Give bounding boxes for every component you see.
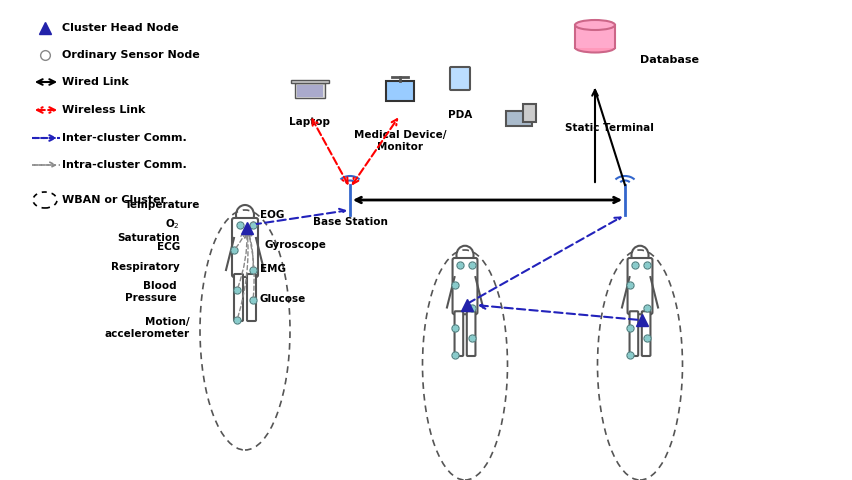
Text: Intra-cluster Comm.: Intra-cluster Comm. <box>62 160 187 170</box>
FancyBboxPatch shape <box>466 311 475 356</box>
Text: O$_2$
Saturation: O$_2$ Saturation <box>118 217 180 243</box>
FancyBboxPatch shape <box>296 85 323 97</box>
Text: Wireless Link: Wireless Link <box>62 105 145 115</box>
Text: ECG: ECG <box>157 242 180 252</box>
Ellipse shape <box>574 43 614 52</box>
Text: EOG: EOG <box>260 210 284 220</box>
Text: Temperature: Temperature <box>124 200 199 210</box>
Text: Database: Database <box>639 55 698 65</box>
FancyBboxPatch shape <box>574 25 614 48</box>
Text: WBAN or Cluster: WBAN or Cluster <box>62 195 166 205</box>
Text: Motion/
accelerometer: Motion/ accelerometer <box>105 317 190 339</box>
Text: Static Terminal: Static Terminal <box>564 123 653 133</box>
Ellipse shape <box>574 20 614 30</box>
Text: Base Station: Base Station <box>312 217 387 227</box>
FancyBboxPatch shape <box>505 111 532 126</box>
Text: EMG: EMG <box>260 264 285 274</box>
FancyBboxPatch shape <box>627 258 652 314</box>
Text: Blood
Pressure: Blood Pressure <box>125 281 177 303</box>
FancyBboxPatch shape <box>386 81 413 100</box>
Text: Medical Device/
Monitor: Medical Device/ Monitor <box>354 130 446 152</box>
Text: Gyroscope: Gyroscope <box>265 240 326 250</box>
FancyBboxPatch shape <box>454 311 463 356</box>
Ellipse shape <box>456 246 473 265</box>
FancyBboxPatch shape <box>291 80 329 83</box>
FancyBboxPatch shape <box>232 218 257 277</box>
FancyBboxPatch shape <box>233 274 243 321</box>
Text: PDA: PDA <box>447 110 471 120</box>
Ellipse shape <box>236 205 254 225</box>
Text: Respiratory: Respiratory <box>111 262 180 272</box>
Text: Glucose: Glucose <box>260 294 306 304</box>
Text: Cluster Head Node: Cluster Head Node <box>62 23 179 33</box>
FancyBboxPatch shape <box>247 274 256 321</box>
Text: Ordinary Sensor Node: Ordinary Sensor Node <box>62 50 199 60</box>
FancyBboxPatch shape <box>452 258 477 314</box>
Text: Wired Link: Wired Link <box>62 77 129 87</box>
Text: Inter-cluster Comm.: Inter-cluster Comm. <box>62 133 187 143</box>
FancyBboxPatch shape <box>295 83 325 98</box>
FancyBboxPatch shape <box>523 104 535 121</box>
Ellipse shape <box>630 246 648 265</box>
FancyBboxPatch shape <box>629 311 637 356</box>
FancyBboxPatch shape <box>450 67 469 90</box>
FancyBboxPatch shape <box>641 311 650 356</box>
Text: Laptop: Laptop <box>289 117 330 127</box>
